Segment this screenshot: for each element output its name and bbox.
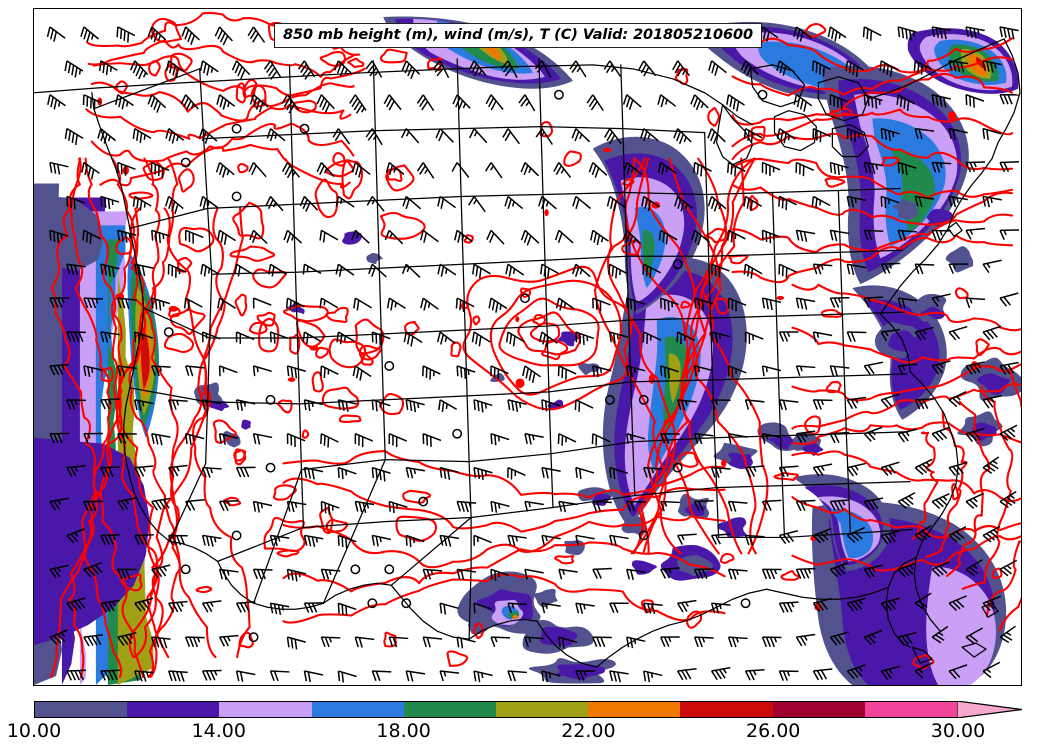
- colorbar-tick-10.00: 10.00: [6, 720, 62, 742]
- colorbar-extend-arrow: [957, 701, 1022, 718]
- colorbar-band-8: [772, 702, 865, 717]
- colorbar-band-4: [403, 702, 497, 717]
- colorbar-band-5: [496, 702, 589, 717]
- colorbar-band-6: [588, 702, 681, 717]
- colorbar: 10.00 14.00 18.00 22.00 26.00 30.00: [0, 698, 1041, 745]
- map-svg: [34, 11, 1021, 685]
- colorbar-band-3: [311, 702, 404, 717]
- map-title-text: 850 mb height (m), wind (m/s), T (C) Val…: [283, 27, 753, 43]
- colorbar-bands: [34, 701, 958, 718]
- colorbar-tick-18.00: 18.00: [376, 720, 431, 742]
- colorbar-band-7: [680, 702, 773, 717]
- colorbar-band-2: [219, 702, 312, 717]
- colorbar-tick-14.00: 14.00: [191, 720, 246, 742]
- map-canvas: [34, 9, 1021, 685]
- colorbar-band-1: [127, 702, 220, 717]
- colorbar-tick-22.00: 22.00: [561, 720, 616, 742]
- colorbar-band-0: [35, 702, 128, 717]
- map-panel: 850 mb height (m), wind (m/s), T (C) Val…: [33, 8, 1022, 686]
- map-title-box: 850 mb height (m), wind (m/s), T (C) Val…: [274, 23, 762, 48]
- state-boundaries-layer: [34, 38, 1021, 668]
- colorbar-tick-30.00: 30.00: [930, 720, 986, 742]
- wind-barbs-layer: [46, 26, 1020, 683]
- colorbar-band-9: [864, 702, 958, 717]
- colorbar-tick-labels: 10.00 14.00 18.00 22.00 26.00 30.00: [0, 720, 1041, 744]
- colorbar-tick-26.00: 26.00: [745, 720, 801, 742]
